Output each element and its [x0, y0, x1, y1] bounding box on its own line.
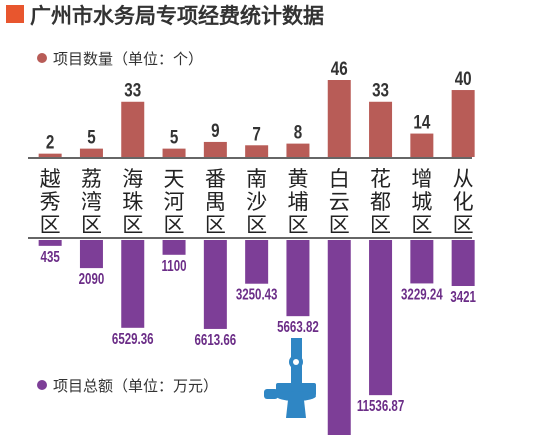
amount-value-label: 3229.24 — [401, 285, 443, 303]
category-label: 沙 — [246, 190, 267, 214]
category-label: 河 — [164, 190, 185, 214]
category-label: 区 — [453, 213, 474, 237]
count-bar — [286, 143, 310, 157]
count-bar — [369, 101, 393, 157]
amount-value-label: 435 — [41, 247, 60, 265]
amount-bar — [203, 240, 227, 329]
amount-value-label: 2090 — [79, 269, 105, 287]
category-label: 云 — [329, 190, 350, 214]
category-label: 区 — [164, 213, 185, 237]
category-label: 增 — [411, 167, 432, 191]
count-bar — [203, 141, 227, 157]
count-value-label: 33 — [124, 79, 141, 101]
title-square-icon — [6, 5, 24, 23]
amount-value-label: 6613.66 — [195, 330, 237, 348]
count-value-label: 7 — [252, 123, 260, 145]
category-label: 秀 — [40, 190, 61, 214]
amount-bar — [369, 240, 393, 396]
amount-value-label: 11536.87 — [357, 396, 405, 414]
amount-bar — [121, 240, 145, 328]
amount-bar — [286, 240, 310, 317]
category-label: 天 — [164, 167, 185, 191]
category-label: 区 — [411, 213, 432, 237]
category-label: 越 — [40, 167, 61, 191]
count-value-label: 5 — [170, 126, 179, 148]
category-label: 区 — [287, 213, 308, 237]
category-label: 区 — [122, 213, 143, 237]
category-label: 黄 — [287, 167, 308, 191]
count-value-label: 2 — [46, 131, 54, 153]
category-label: 区 — [205, 213, 226, 237]
count-bar — [79, 148, 103, 157]
category-label: 化 — [453, 190, 474, 214]
count-value-label: 8 — [294, 121, 303, 143]
category-label: 区 — [40, 213, 61, 237]
category-label: 白 — [329, 167, 350, 191]
legend-count-marker — [37, 53, 47, 63]
category-label: 海 — [122, 167, 143, 191]
count-bar — [245, 145, 269, 157]
category-label: 区 — [246, 213, 267, 237]
amount-value-label: 3250.43 — [236, 285, 278, 303]
category-label: 埔 — [287, 190, 308, 214]
category-label: 区 — [329, 213, 350, 237]
legend-count-label: 项目数量（单位：个） — [53, 50, 203, 68]
category-label: 花 — [370, 167, 391, 191]
count-value-label: 40 — [455, 67, 472, 89]
amount-bar — [410, 240, 434, 284]
count-bar — [121, 101, 145, 157]
category-label: 区 — [81, 213, 102, 237]
count-value-label: 14 — [413, 111, 430, 133]
amount-value-label: 3421 — [450, 287, 476, 305]
legend-amount-label: 项目总额（单位：万元） — [53, 377, 218, 395]
category-label: 南 — [246, 167, 267, 191]
valve-icon — [264, 338, 316, 418]
count-bar — [162, 148, 186, 157]
amount-bar — [327, 240, 351, 435]
count-bar — [38, 153, 62, 157]
count-value-label: 33 — [372, 79, 389, 101]
count-bar — [327, 80, 351, 157]
category-label: 番 — [205, 167, 226, 191]
category-label: 都 — [370, 190, 391, 214]
category-label: 禺 — [205, 190, 226, 214]
category-label: 湾 — [81, 190, 102, 214]
amount-bar — [162, 240, 186, 255]
chart-title: 广州市水务局专项经费统计数据 — [30, 4, 324, 28]
category-label: 区 — [370, 213, 391, 237]
legend-amount-marker — [37, 380, 47, 390]
count-bar — [451, 90, 475, 157]
count-bar — [410, 133, 434, 157]
amount-value-label: 1100 — [162, 256, 187, 274]
category-label: 荔 — [81, 167, 102, 191]
category-label: 珠 — [122, 190, 143, 214]
count-value-label: 9 — [211, 119, 219, 141]
category-label: 城 — [411, 190, 432, 214]
category-label: 从 — [453, 167, 474, 191]
amount-value-label: 6529.36 — [112, 329, 154, 347]
amount-bar — [451, 240, 475, 287]
amount-bar — [38, 240, 62, 246]
count-value-label: 5 — [87, 126, 96, 148]
amount-bar — [245, 240, 269, 284]
amount-value-label: 5663.82 — [277, 317, 319, 335]
count-value-label: 46 — [331, 57, 348, 79]
amount-bar — [79, 240, 103, 269]
